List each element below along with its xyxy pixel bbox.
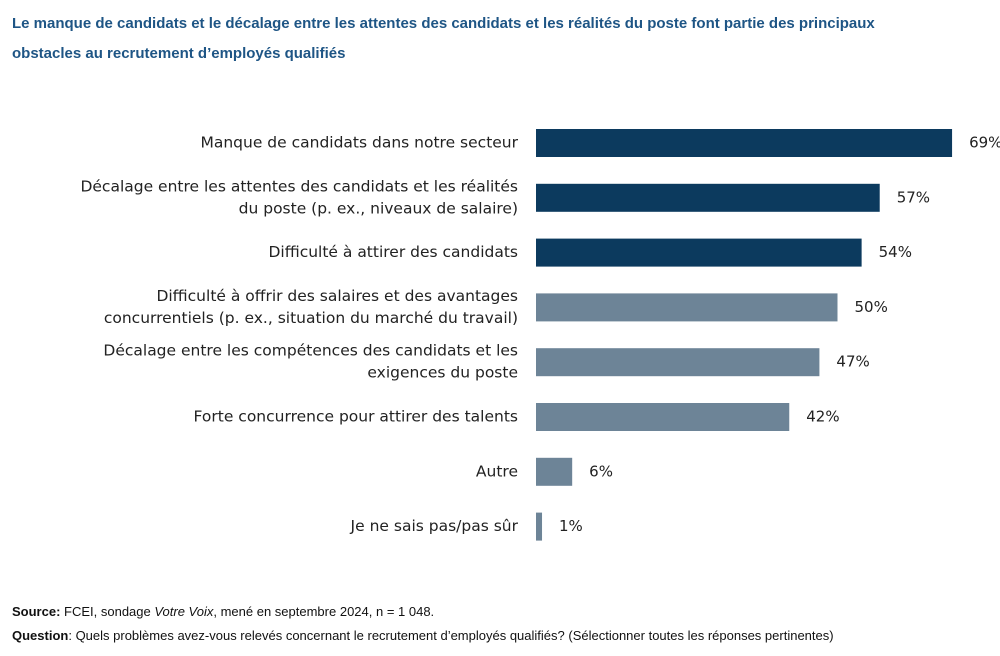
bar	[536, 293, 838, 322]
chart-title: Le manque de candidats et le décalage en…	[12, 15, 875, 32]
category-label: exigences du poste	[367, 364, 518, 382]
question-label: Question	[12, 628, 69, 643]
bar	[536, 348, 820, 377]
category-label: Décalage entre les attentes des candidat…	[80, 177, 518, 195]
source-note: Source: FCEI, sondage Votre Voix, mené e…	[12, 604, 434, 619]
bar	[536, 512, 543, 541]
chart: Le manque de candidats et le décalage en…	[12, 15, 1000, 541]
category-label: Difficulté à offrir des salaires et des …	[156, 287, 518, 305]
value-label: 57%	[897, 188, 930, 206]
value-label: 1%	[559, 517, 583, 535]
category-label: concurrentiels (p. ex., situation du mar…	[104, 309, 518, 327]
chart-title: obstacles au recrutement d’employés qual…	[12, 45, 345, 62]
source-text: FCEI, sondage	[60, 604, 155, 619]
value-label: 6%	[589, 462, 613, 480]
bar	[536, 129, 953, 157]
source-text: , mené en septembre 2024, n = 1 048.	[213, 604, 435, 619]
value-label: 50%	[855, 298, 888, 316]
category-label: Manque de candidats dans notre secteur	[200, 134, 518, 152]
question-text: : Quels problèmes avez-vous relevés conc…	[68, 628, 834, 643]
category-label: Décalage entre les compétences des candi…	[103, 342, 518, 360]
category-label: Autre	[476, 462, 518, 480]
bar	[536, 403, 790, 431]
category-label: du poste (p. ex., niveaux de salaire)	[239, 199, 518, 217]
bar	[536, 183, 880, 212]
category-label: Forte concurrence pour attirer des talen…	[194, 408, 518, 426]
value-label: 42%	[806, 408, 839, 426]
category-label: Difficulté à attirer des candidats	[268, 243, 518, 261]
source-italic: Votre Voix	[154, 604, 214, 619]
bar	[536, 457, 573, 486]
bar	[536, 238, 862, 267]
source-label: Source:	[12, 604, 61, 619]
value-label: 54%	[879, 243, 912, 261]
value-label: 47%	[836, 353, 869, 371]
value-label: 69%	[969, 134, 1000, 152]
category-label: Je ne sais pas/pas sûr	[350, 517, 519, 535]
question-note: Question: Quels problèmes avez-vous rele…	[12, 628, 834, 643]
